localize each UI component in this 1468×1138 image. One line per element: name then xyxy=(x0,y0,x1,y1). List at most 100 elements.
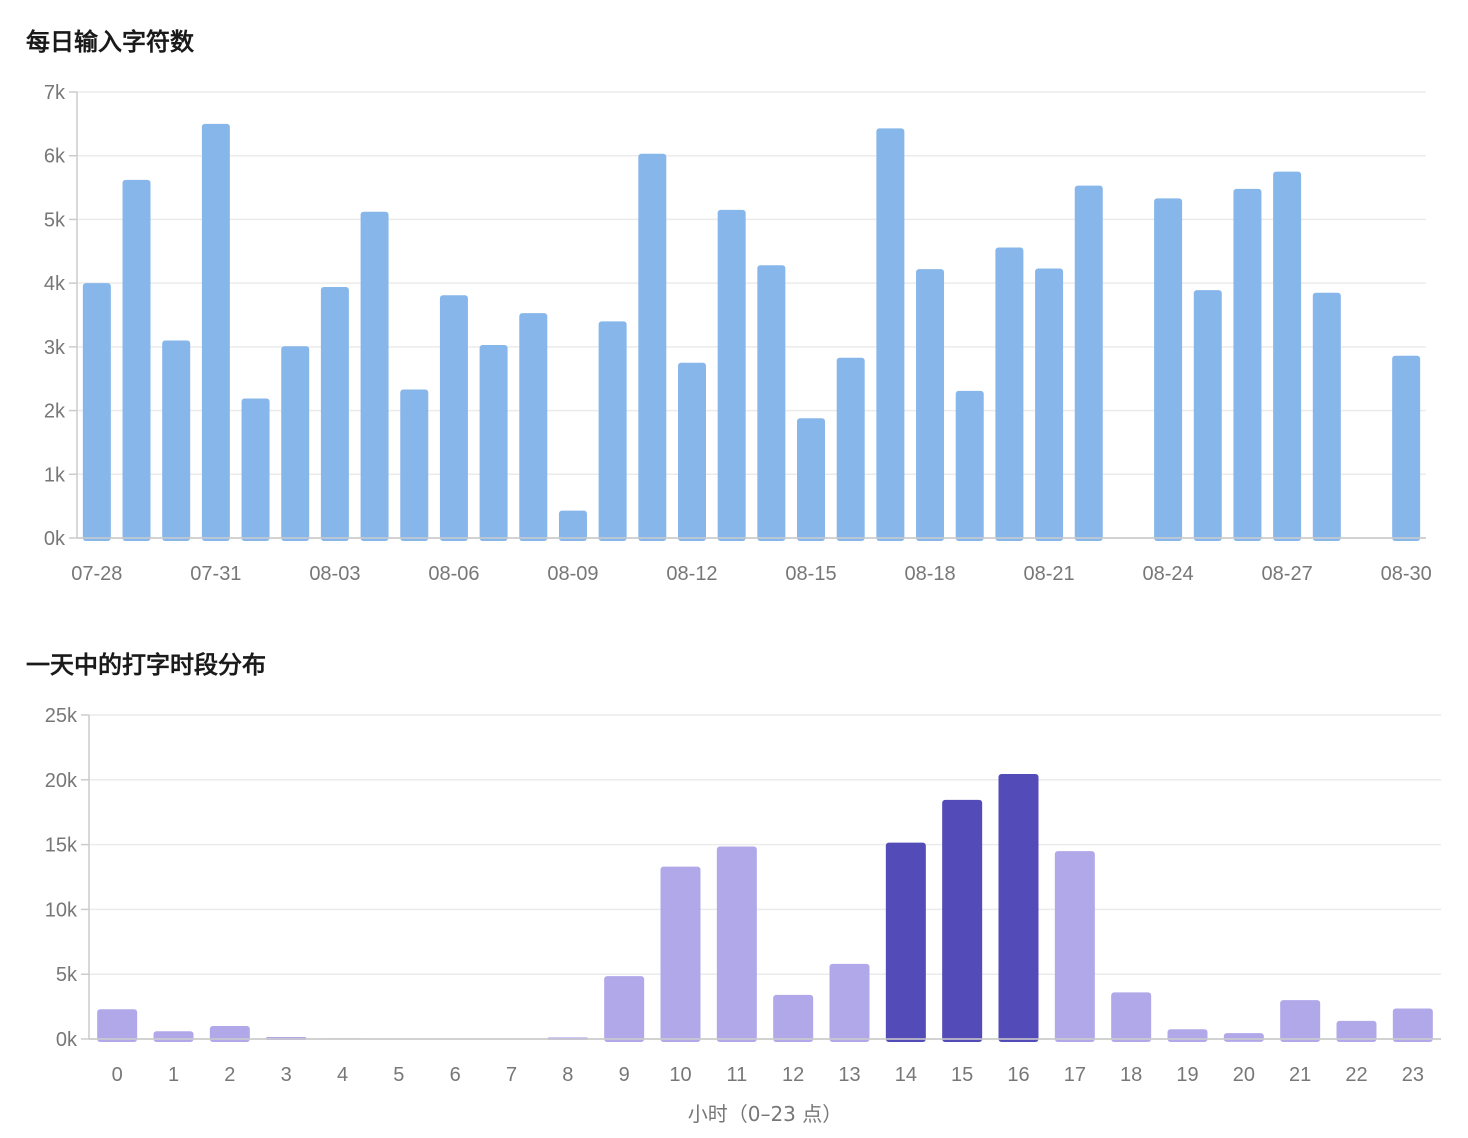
x-axis-title: 小时（0–23 点） xyxy=(688,1102,843,1126)
bar-08-01 xyxy=(241,398,270,541)
bar-0 xyxy=(97,1009,138,1042)
bar-08-17 xyxy=(876,128,905,541)
y-tick-label: 7k xyxy=(44,82,66,104)
x-tick-label: 08-15 xyxy=(785,563,836,585)
bar-08-06 xyxy=(439,295,468,541)
bar-08-09 xyxy=(558,510,587,541)
y-tick-label: 2k xyxy=(44,401,66,423)
bar-17 xyxy=(1054,851,1095,1042)
bar-08-19 xyxy=(955,390,984,541)
bar-2 xyxy=(209,1026,250,1042)
bar-08-28 xyxy=(1312,292,1341,541)
x-tick-label: 20 xyxy=(1233,1064,1255,1086)
x-tick-label: 23 xyxy=(1402,1064,1424,1086)
x-tick-label: 21 xyxy=(1289,1064,1311,1086)
bar-08-08 xyxy=(519,313,548,541)
bar-18 xyxy=(1111,992,1152,1042)
bar-12 xyxy=(773,994,814,1042)
bar-08-20 xyxy=(995,247,1024,541)
bar-08-04 xyxy=(360,211,389,542)
x-tick-label: 14 xyxy=(895,1064,917,1086)
x-tick-label: 07-28 xyxy=(71,563,122,585)
bar-08-11 xyxy=(638,153,667,541)
bar-07-31 xyxy=(201,123,230,541)
x-tick-label: 08-03 xyxy=(309,563,360,585)
y-tick-label: 5k xyxy=(44,209,66,231)
bar-20 xyxy=(1223,1033,1264,1042)
daily-chars-chart: 0k 1k 2k 3k 4k 5k 6k 7k 07-28 07-31 08-03 08-06 08-0… xyxy=(44,82,1432,585)
bar-08-26 xyxy=(1233,188,1262,542)
x-tick-label: 12 xyxy=(782,1064,804,1086)
bar-14 xyxy=(885,842,926,1042)
bar-08-15 xyxy=(797,418,826,541)
bar-08-02 xyxy=(281,346,310,541)
x-tick-label: 15 xyxy=(951,1064,973,1086)
bar-19 xyxy=(1167,1029,1208,1042)
bar-22 xyxy=(1336,1020,1377,1042)
x-tick-label: 6 xyxy=(450,1064,461,1086)
x-tick-label: 5 xyxy=(393,1064,404,1086)
x-tick-label: 08-18 xyxy=(904,563,955,585)
x-tick-label: 22 xyxy=(1345,1064,1367,1086)
x-tick-label: 10 xyxy=(669,1064,691,1086)
y-tick-label: 20k xyxy=(45,770,78,792)
x-tick-label: 8 xyxy=(562,1064,573,1086)
bar-23 xyxy=(1392,1008,1433,1042)
bar-08-12 xyxy=(677,362,706,541)
y-tick-label: 0k xyxy=(56,1029,78,1051)
x-tick-label: 1 xyxy=(168,1064,179,1086)
y-tick-label: 5k xyxy=(56,964,78,986)
x-tick-label: 07-31 xyxy=(190,563,241,585)
bar-08-25 xyxy=(1193,290,1222,541)
x-tick-label: 16 xyxy=(1007,1064,1029,1086)
x-tick-label: 08-30 xyxy=(1381,563,1432,585)
y-tick-label: 25k xyxy=(45,705,78,727)
x-tick-label: 08-12 xyxy=(666,563,717,585)
bar-15 xyxy=(942,799,983,1042)
bar-1 xyxy=(153,1031,194,1042)
bar-07-30 xyxy=(162,340,191,541)
y-tick-label: 4k xyxy=(44,273,66,295)
bar-08-27 xyxy=(1273,171,1302,541)
x-tick-label: 17 xyxy=(1064,1064,1086,1086)
x-tick-label: 08-21 xyxy=(1023,563,1074,585)
bar-08-13 xyxy=(717,209,746,541)
bar-11 xyxy=(716,846,757,1042)
y-tick-label: 0k xyxy=(44,528,66,550)
x-tick-label: 08-06 xyxy=(428,563,479,585)
x-tick-label: 0 xyxy=(112,1064,123,1086)
y-tick-label: 15k xyxy=(45,835,78,857)
bar-08-24 xyxy=(1154,198,1183,541)
bar-07-28 xyxy=(82,283,111,541)
x-tick-label: 08-09 xyxy=(547,563,598,585)
bar-08-18 xyxy=(916,269,945,541)
x-tick-label: 9 xyxy=(619,1064,630,1086)
bar-08-30 xyxy=(1392,355,1421,541)
bar-10 xyxy=(660,866,701,1042)
x-tick-label: 19 xyxy=(1176,1064,1198,1086)
y-tick-label: 1k xyxy=(44,464,66,486)
bar-13 xyxy=(829,963,870,1042)
bar-08-14 xyxy=(757,265,786,541)
bar-08-03 xyxy=(320,286,349,541)
bar-9 xyxy=(604,976,645,1042)
x-tick-label: 18 xyxy=(1120,1064,1142,1086)
x-tick-label: 2 xyxy=(224,1064,235,1086)
bar-08-21 xyxy=(1035,268,1064,541)
x-tick-label: 08-24 xyxy=(1143,563,1194,585)
y-tick-label: 10k xyxy=(45,899,78,921)
y-tick-label: 3k xyxy=(44,337,66,359)
bar-08-16 xyxy=(836,357,865,541)
bar-08-07 xyxy=(479,344,508,541)
bar-16 xyxy=(998,773,1039,1042)
bar-08-10 xyxy=(598,321,627,541)
x-tick-label: 7 xyxy=(506,1064,517,1086)
bar-21 xyxy=(1280,1000,1321,1042)
x-tick-label: 4 xyxy=(337,1064,348,1086)
daily-chars-title: 每日输入字符数 xyxy=(26,28,194,56)
bar-08-22 xyxy=(1074,185,1103,541)
y-tick-label: 6k xyxy=(44,146,66,168)
bar-08-05 xyxy=(400,389,429,541)
x-tick-label: 08-27 xyxy=(1262,563,1313,585)
